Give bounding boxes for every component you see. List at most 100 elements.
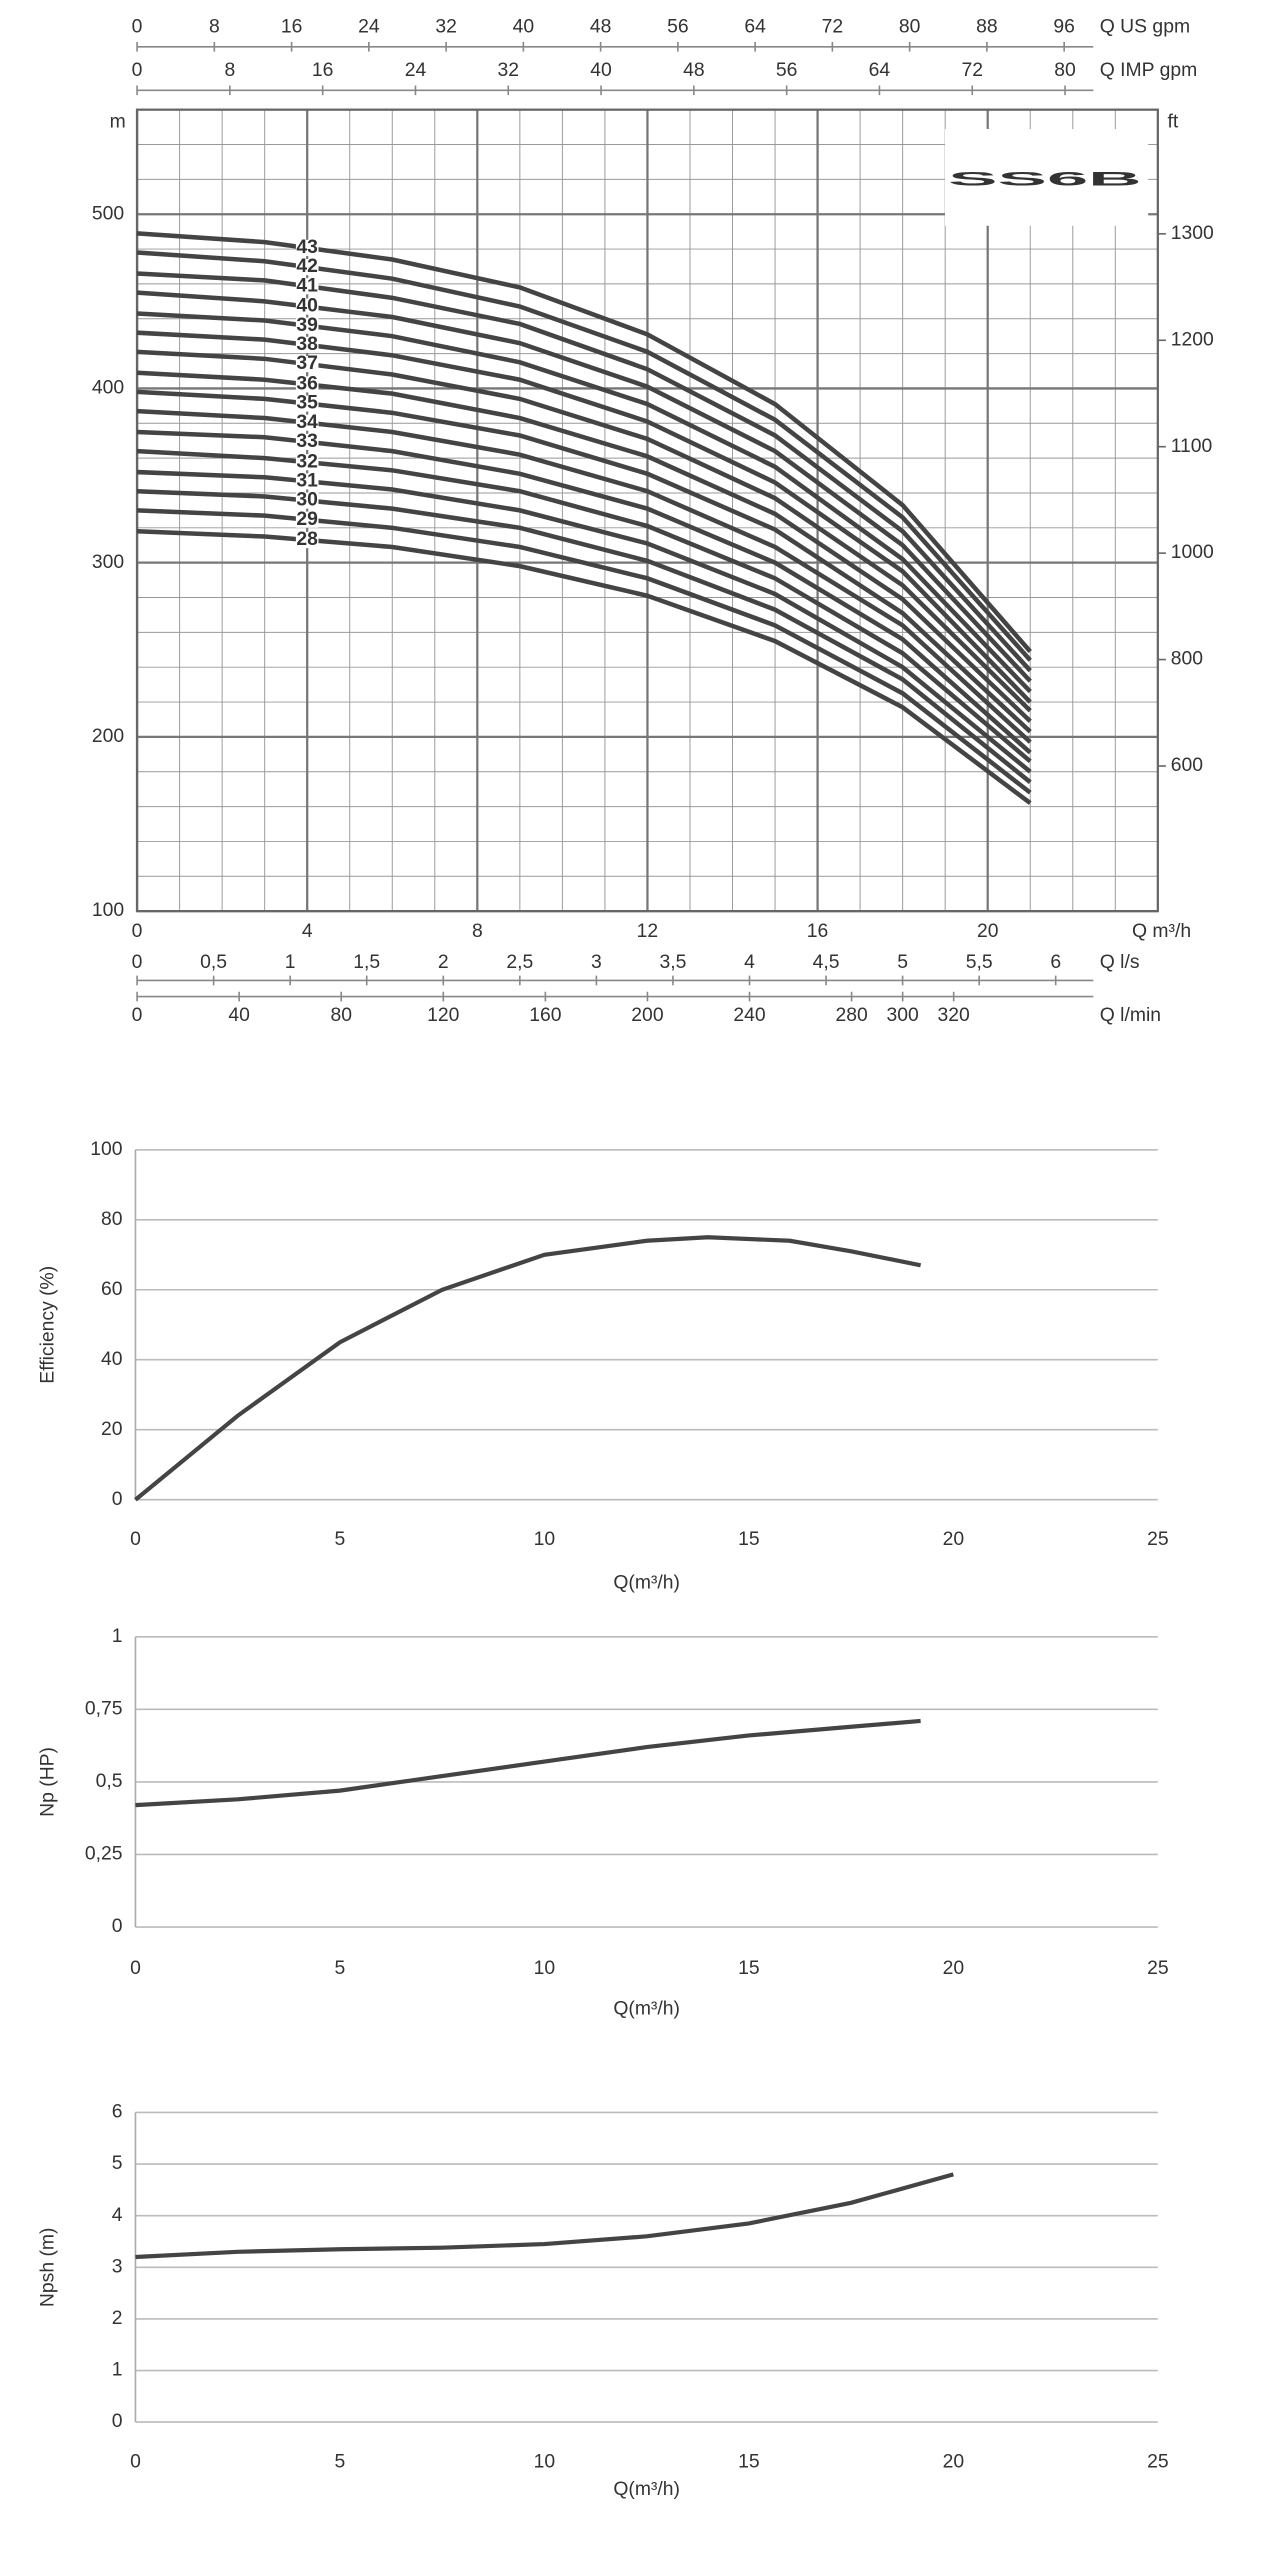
secondary-tick-label: 5 xyxy=(897,951,908,973)
series-label-bg xyxy=(295,239,319,256)
y-tick-label: 20 xyxy=(101,1418,123,1440)
x-tick-label: 20 xyxy=(943,1528,965,1550)
curve xyxy=(136,448,1032,764)
secondary-tick-label: 4,5 xyxy=(813,951,840,973)
y-tick-label: 0 xyxy=(112,1488,123,1510)
y-tick-label: 100 xyxy=(90,1138,122,1160)
secondary-tick-label: 80 xyxy=(1054,59,1076,81)
secondary-tick-label: 3 xyxy=(591,951,602,973)
y-tick-label: 300 xyxy=(92,551,124,573)
y-tick-label: 6 xyxy=(112,2101,123,2123)
x-tick-label: 4 xyxy=(302,920,313,942)
y-tick-label: 0,5 xyxy=(96,1770,123,1792)
series-label: 41 xyxy=(296,274,318,296)
secondary-tick-label: 240 xyxy=(733,1004,765,1026)
secondary-tick-label: 64 xyxy=(744,16,766,38)
x-axis-label: Q(m³/h) xyxy=(613,2478,680,2500)
y-tick-label: 0,25 xyxy=(85,1843,123,1865)
curve xyxy=(136,231,1032,654)
series-label: 28 xyxy=(296,528,318,550)
x-tick-label: 15 xyxy=(738,1528,760,1550)
series-label-bg xyxy=(295,298,319,315)
y-tick-label: 80 xyxy=(101,1208,123,1230)
secondary-axis-label: Q IMP gpm xyxy=(1100,59,1197,81)
y-tick-label: 40 xyxy=(101,1348,123,1370)
x-tick-label: 20 xyxy=(943,2451,965,2473)
y-tick-label: 3 xyxy=(112,2255,123,2277)
y2-tick-label: 1100 xyxy=(1171,435,1213,457)
series-label-bg xyxy=(295,433,319,450)
curve xyxy=(136,330,1032,704)
y-tick-label: 400 xyxy=(92,377,124,399)
x-axis-label: Q(m³/h) xyxy=(613,1572,680,1594)
secondary-tick-label: 56 xyxy=(667,16,689,38)
series-label: 40 xyxy=(296,295,318,317)
secondary-tick-label: 0 xyxy=(132,1004,143,1026)
series-label-bg xyxy=(295,278,319,295)
curve xyxy=(136,250,1032,662)
x-tick-label: 15 xyxy=(738,1957,760,1979)
y2-tick-label: 1300 xyxy=(1171,222,1214,244)
secondary-tick-label: 0 xyxy=(132,59,143,81)
secondary-axis-label: Q l/min xyxy=(1100,1004,1161,1026)
curve xyxy=(136,349,1032,713)
series-label: 36 xyxy=(296,372,318,394)
curve xyxy=(136,271,1032,673)
y-tick-label: 4 xyxy=(112,2204,123,2226)
secondary-axis-label: Q US gpm xyxy=(1100,16,1190,38)
secondary-tick-label: 320 xyxy=(938,1004,970,1026)
curve xyxy=(136,389,1032,734)
secondary-tick-label: 1,5 xyxy=(353,951,380,973)
series-label-bg xyxy=(295,376,319,393)
x-tick-label: 20 xyxy=(943,1957,965,1979)
secondary-tick-label: 72 xyxy=(822,16,844,38)
secondary-axis-label: Q l/s xyxy=(1100,951,1140,973)
x-tick-label: 10 xyxy=(534,1957,556,1979)
x-tick-label: 12 xyxy=(637,920,659,942)
curve xyxy=(136,370,1032,723)
secondary-tick-label: 32 xyxy=(497,59,519,81)
y-tick-label: 0 xyxy=(112,1915,123,1937)
secondary-tick-label: 96 xyxy=(1053,16,1075,38)
secondary-tick-label: 16 xyxy=(281,16,303,38)
x-tick-label: 0 xyxy=(132,920,143,942)
curve xyxy=(136,290,1032,683)
y-axis-label: Efficiency (%) xyxy=(36,1266,58,1384)
y-tick-label: 500 xyxy=(92,202,124,224)
x-tick-label: 10 xyxy=(534,2451,556,2473)
y-tick-label: 1 xyxy=(112,1625,123,1647)
series-label-bg xyxy=(295,531,319,549)
y2-tick-label: 1000 xyxy=(1171,541,1214,563)
y-tick-label: 0 xyxy=(112,2410,123,2432)
series-label-bg xyxy=(295,395,319,412)
x-tick-label: 5 xyxy=(335,1957,346,1979)
title-background xyxy=(944,129,1149,226)
x-tick-label: 25 xyxy=(1147,1528,1169,1550)
y-tick-label: 2 xyxy=(112,2307,123,2329)
secondary-tick-label: 24 xyxy=(358,16,380,38)
x-tick-label: 15 xyxy=(738,2451,760,2473)
series-label-bg xyxy=(295,511,319,528)
y2-tick-label: 1200 xyxy=(1171,328,1214,350)
secondary-tick-label: 280 xyxy=(835,1004,867,1026)
series-label: 31 xyxy=(296,469,318,491)
y2-tick-label: 600 xyxy=(1171,754,1203,776)
x-axis-label: Q m³/h xyxy=(1132,920,1191,942)
x-tick-label: 5 xyxy=(335,2451,346,2473)
secondary-tick-label: 56 xyxy=(776,59,798,81)
series-label-bg xyxy=(295,355,319,373)
x-tick-label: 16 xyxy=(807,920,829,942)
curve xyxy=(135,1718,921,1808)
x-tick-label: 0 xyxy=(130,1957,141,1979)
y-tick-label: 100 xyxy=(92,899,124,921)
secondary-tick-label: 80 xyxy=(330,1004,352,1026)
secondary-tick-label: 0 xyxy=(132,951,143,973)
y-axis-label: Npsh (m) xyxy=(36,2228,58,2308)
y-tick-label: 0,75 xyxy=(85,1697,123,1719)
series-label-bg xyxy=(295,336,319,353)
secondary-tick-label: 1 xyxy=(285,951,296,973)
y-tick-label: 1 xyxy=(112,2359,123,2381)
secondary-tick-label: 3,5 xyxy=(659,951,686,973)
series-label: 42 xyxy=(296,255,318,277)
